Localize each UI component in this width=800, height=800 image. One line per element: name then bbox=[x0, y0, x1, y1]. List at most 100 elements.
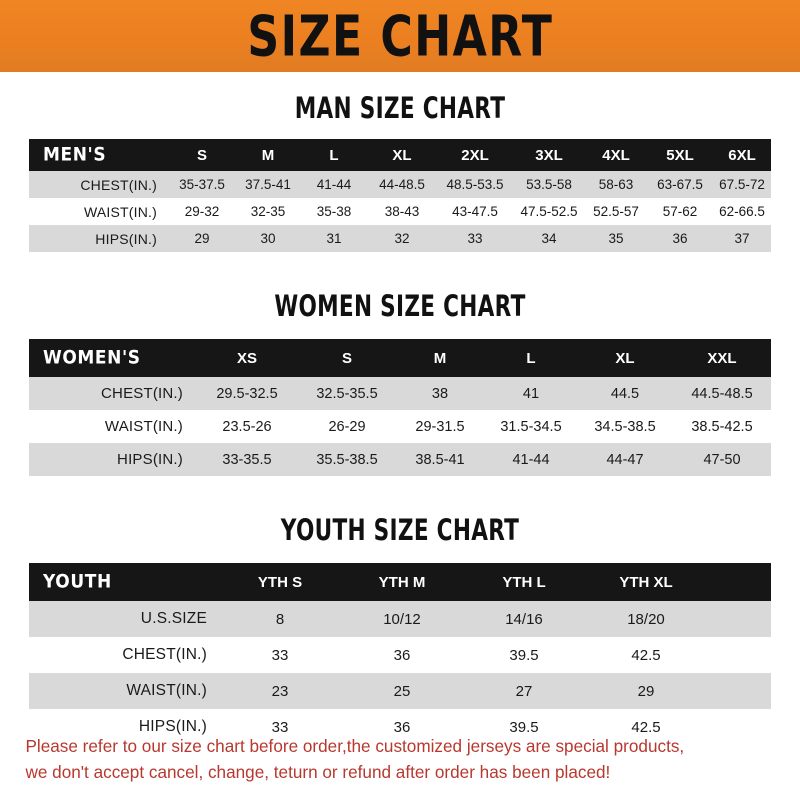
man-waist-2xl: 43-47.5 bbox=[437, 198, 513, 225]
man-header-row: MEN'S S M L XL 2XL 3XL 4XL 5XL 6XL bbox=[29, 139, 771, 171]
youth-chest-label: CHEST(IN.) bbox=[29, 637, 219, 673]
man-size-m: M bbox=[235, 139, 301, 171]
youth-size-table: YOUTH YTH S YTH M YTH L YTH XL U.S.SIZE … bbox=[29, 563, 771, 745]
women-size-l: L bbox=[485, 339, 577, 377]
women-hips-xl: 44-47 bbox=[577, 443, 673, 476]
man-chest-3xl: 53.5-58 bbox=[513, 171, 585, 198]
man-waist-5xl: 57-62 bbox=[647, 198, 713, 225]
women-waist-label: WAIST(IN.) bbox=[29, 410, 195, 443]
man-hips-5xl: 36 bbox=[647, 225, 713, 252]
man-hips-6xl: 37 bbox=[713, 225, 771, 252]
women-chest-m: 38 bbox=[395, 377, 485, 410]
table-row: CHEST(IN.) 29.5-32.5 32.5-35.5 38 41 44.… bbox=[29, 377, 771, 410]
youth-chest-l: 39.5 bbox=[463, 637, 585, 673]
women-chest-l: 41 bbox=[485, 377, 577, 410]
youth-size-s: YTH S bbox=[219, 563, 341, 601]
man-size-s: S bbox=[169, 139, 235, 171]
youth-waist-spacer bbox=[707, 673, 771, 709]
women-waist-s: 26-29 bbox=[299, 410, 395, 443]
youth-size-xl: YTH XL bbox=[585, 563, 707, 601]
table-row: HIPS(IN.) 29 30 31 32 33 34 35 36 37 bbox=[29, 225, 771, 252]
women-size-table: WOMEN'S XS S M L XL XXL CHEST(IN.) 29.5-… bbox=[29, 339, 771, 476]
table-row: HIPS(IN.) 33-35.5 35.5-38.5 38.5-41 41-4… bbox=[29, 443, 771, 476]
women-hips-xs: 33-35.5 bbox=[195, 443, 299, 476]
women-hips-l: 41-44 bbox=[485, 443, 577, 476]
youth-size-m: YTH M bbox=[341, 563, 463, 601]
man-size-5xl: 5XL bbox=[647, 139, 713, 171]
man-chest-s: 35-37.5 bbox=[169, 171, 235, 198]
disclaimer-line-2: we don't accept cancel, change, teturn o… bbox=[25, 762, 611, 783]
man-waist-s: 29-32 bbox=[169, 198, 235, 225]
table-row: U.S.SIZE 8 10/12 14/16 18/20 bbox=[29, 601, 771, 637]
women-hips-label: HIPS(IN.) bbox=[29, 443, 195, 476]
man-hips-4xl: 35 bbox=[585, 225, 647, 252]
man-size-xl: XL bbox=[367, 139, 437, 171]
man-chest-5xl: 63-67.5 bbox=[647, 171, 713, 198]
man-waist-label: WAIST(IN.) bbox=[29, 198, 169, 225]
youth-ussize-spacer bbox=[707, 601, 771, 637]
youth-ussize-label: U.S.SIZE bbox=[29, 601, 219, 637]
youth-hips-xl: 42.5 bbox=[585, 709, 707, 745]
table-row: WAIST(IN.) 29-32 32-35 35-38 38-43 43-47… bbox=[29, 198, 771, 225]
man-chest-6xl: 67.5-72 bbox=[713, 171, 771, 198]
women-hips-xxl: 47-50 bbox=[673, 443, 771, 476]
youth-size-table-wrapper: YOUTH YTH S YTH M YTH L YTH XL U.S.SIZE … bbox=[29, 563, 771, 745]
women-waist-m: 29-31.5 bbox=[395, 410, 485, 443]
youth-chest-m: 36 bbox=[341, 637, 463, 673]
man-waist-3xl: 47.5-52.5 bbox=[513, 198, 585, 225]
youth-ussize-s: 8 bbox=[219, 601, 341, 637]
man-chest-xl: 44-48.5 bbox=[367, 171, 437, 198]
table-row: WAIST(IN.) 23 25 27 29 bbox=[29, 673, 771, 709]
women-size-m: M bbox=[395, 339, 485, 377]
man-chest-4xl: 58-63 bbox=[585, 171, 647, 198]
women-size-xs: XS bbox=[195, 339, 299, 377]
youth-waist-l: 27 bbox=[463, 673, 585, 709]
women-size-table-wrapper: WOMEN'S XS S M L XL XXL CHEST(IN.) 29.5-… bbox=[29, 339, 771, 476]
youth-waist-s: 23 bbox=[219, 673, 341, 709]
table-row: WAIST(IN.) 23.5-26 26-29 29-31.5 31.5-34… bbox=[29, 410, 771, 443]
man-waist-6xl: 62-66.5 bbox=[713, 198, 771, 225]
man-size-6xl: 6XL bbox=[713, 139, 771, 171]
youth-hips-s: 33 bbox=[219, 709, 341, 745]
women-section-title: WOMEN SIZE CHART bbox=[274, 290, 526, 324]
man-section-title: MAN SIZE CHART bbox=[294, 92, 506, 126]
women-chest-label: CHEST(IN.) bbox=[29, 377, 195, 410]
youth-chest-xl: 42.5 bbox=[585, 637, 707, 673]
youth-header-row: YOUTH YTH S YTH M YTH L YTH XL bbox=[29, 563, 771, 601]
women-chest-xxl: 44.5-48.5 bbox=[673, 377, 771, 410]
man-size-l: L bbox=[301, 139, 367, 171]
man-size-4xl: 4XL bbox=[585, 139, 647, 171]
man-chest-label: CHEST(IN.) bbox=[29, 171, 169, 198]
youth-waist-label: WAIST(IN.) bbox=[29, 673, 219, 709]
women-chest-s: 32.5-35.5 bbox=[299, 377, 395, 410]
size-chart-banner: SIZE CHART bbox=[0, 0, 800, 72]
man-hips-l: 31 bbox=[301, 225, 367, 252]
banner-title: SIZE CHART bbox=[247, 3, 553, 69]
youth-ussize-l: 14/16 bbox=[463, 601, 585, 637]
man-waist-m: 32-35 bbox=[235, 198, 301, 225]
youth-header-label: YOUTH bbox=[29, 563, 219, 601]
women-chest-xl: 44.5 bbox=[577, 377, 673, 410]
youth-ussize-m: 10/12 bbox=[341, 601, 463, 637]
man-hips-m: 30 bbox=[235, 225, 301, 252]
man-header-label: MEN'S bbox=[29, 139, 169, 171]
women-waist-xl: 34.5-38.5 bbox=[577, 410, 673, 443]
man-size-table-wrapper: MEN'S S M L XL 2XL 3XL 4XL 5XL 6XL CHEST… bbox=[29, 139, 771, 252]
man-chest-m: 37.5-41 bbox=[235, 171, 301, 198]
women-header-label: WOMEN'S bbox=[29, 339, 195, 377]
youth-chest-s: 33 bbox=[219, 637, 341, 673]
youth-section-title: YOUTH SIZE CHART bbox=[280, 514, 520, 548]
order-disclaimer: Please refer to our size chart before or… bbox=[0, 733, 784, 786]
table-row: CHEST(IN.) 33 36 39.5 42.5 bbox=[29, 637, 771, 673]
women-size-xl: XL bbox=[577, 339, 673, 377]
man-hips-2xl: 33 bbox=[437, 225, 513, 252]
man-waist-xl: 38-43 bbox=[367, 198, 437, 225]
youth-size-l: YTH L bbox=[463, 563, 585, 601]
table-row: HIPS(IN.) 33 36 39.5 42.5 bbox=[29, 709, 771, 745]
women-chest-xs: 29.5-32.5 bbox=[195, 377, 299, 410]
youth-hips-label: HIPS(IN.) bbox=[29, 709, 219, 745]
women-hips-s: 35.5-38.5 bbox=[299, 443, 395, 476]
women-waist-xs: 23.5-26 bbox=[195, 410, 299, 443]
youth-waist-m: 25 bbox=[341, 673, 463, 709]
man-hips-xl: 32 bbox=[367, 225, 437, 252]
